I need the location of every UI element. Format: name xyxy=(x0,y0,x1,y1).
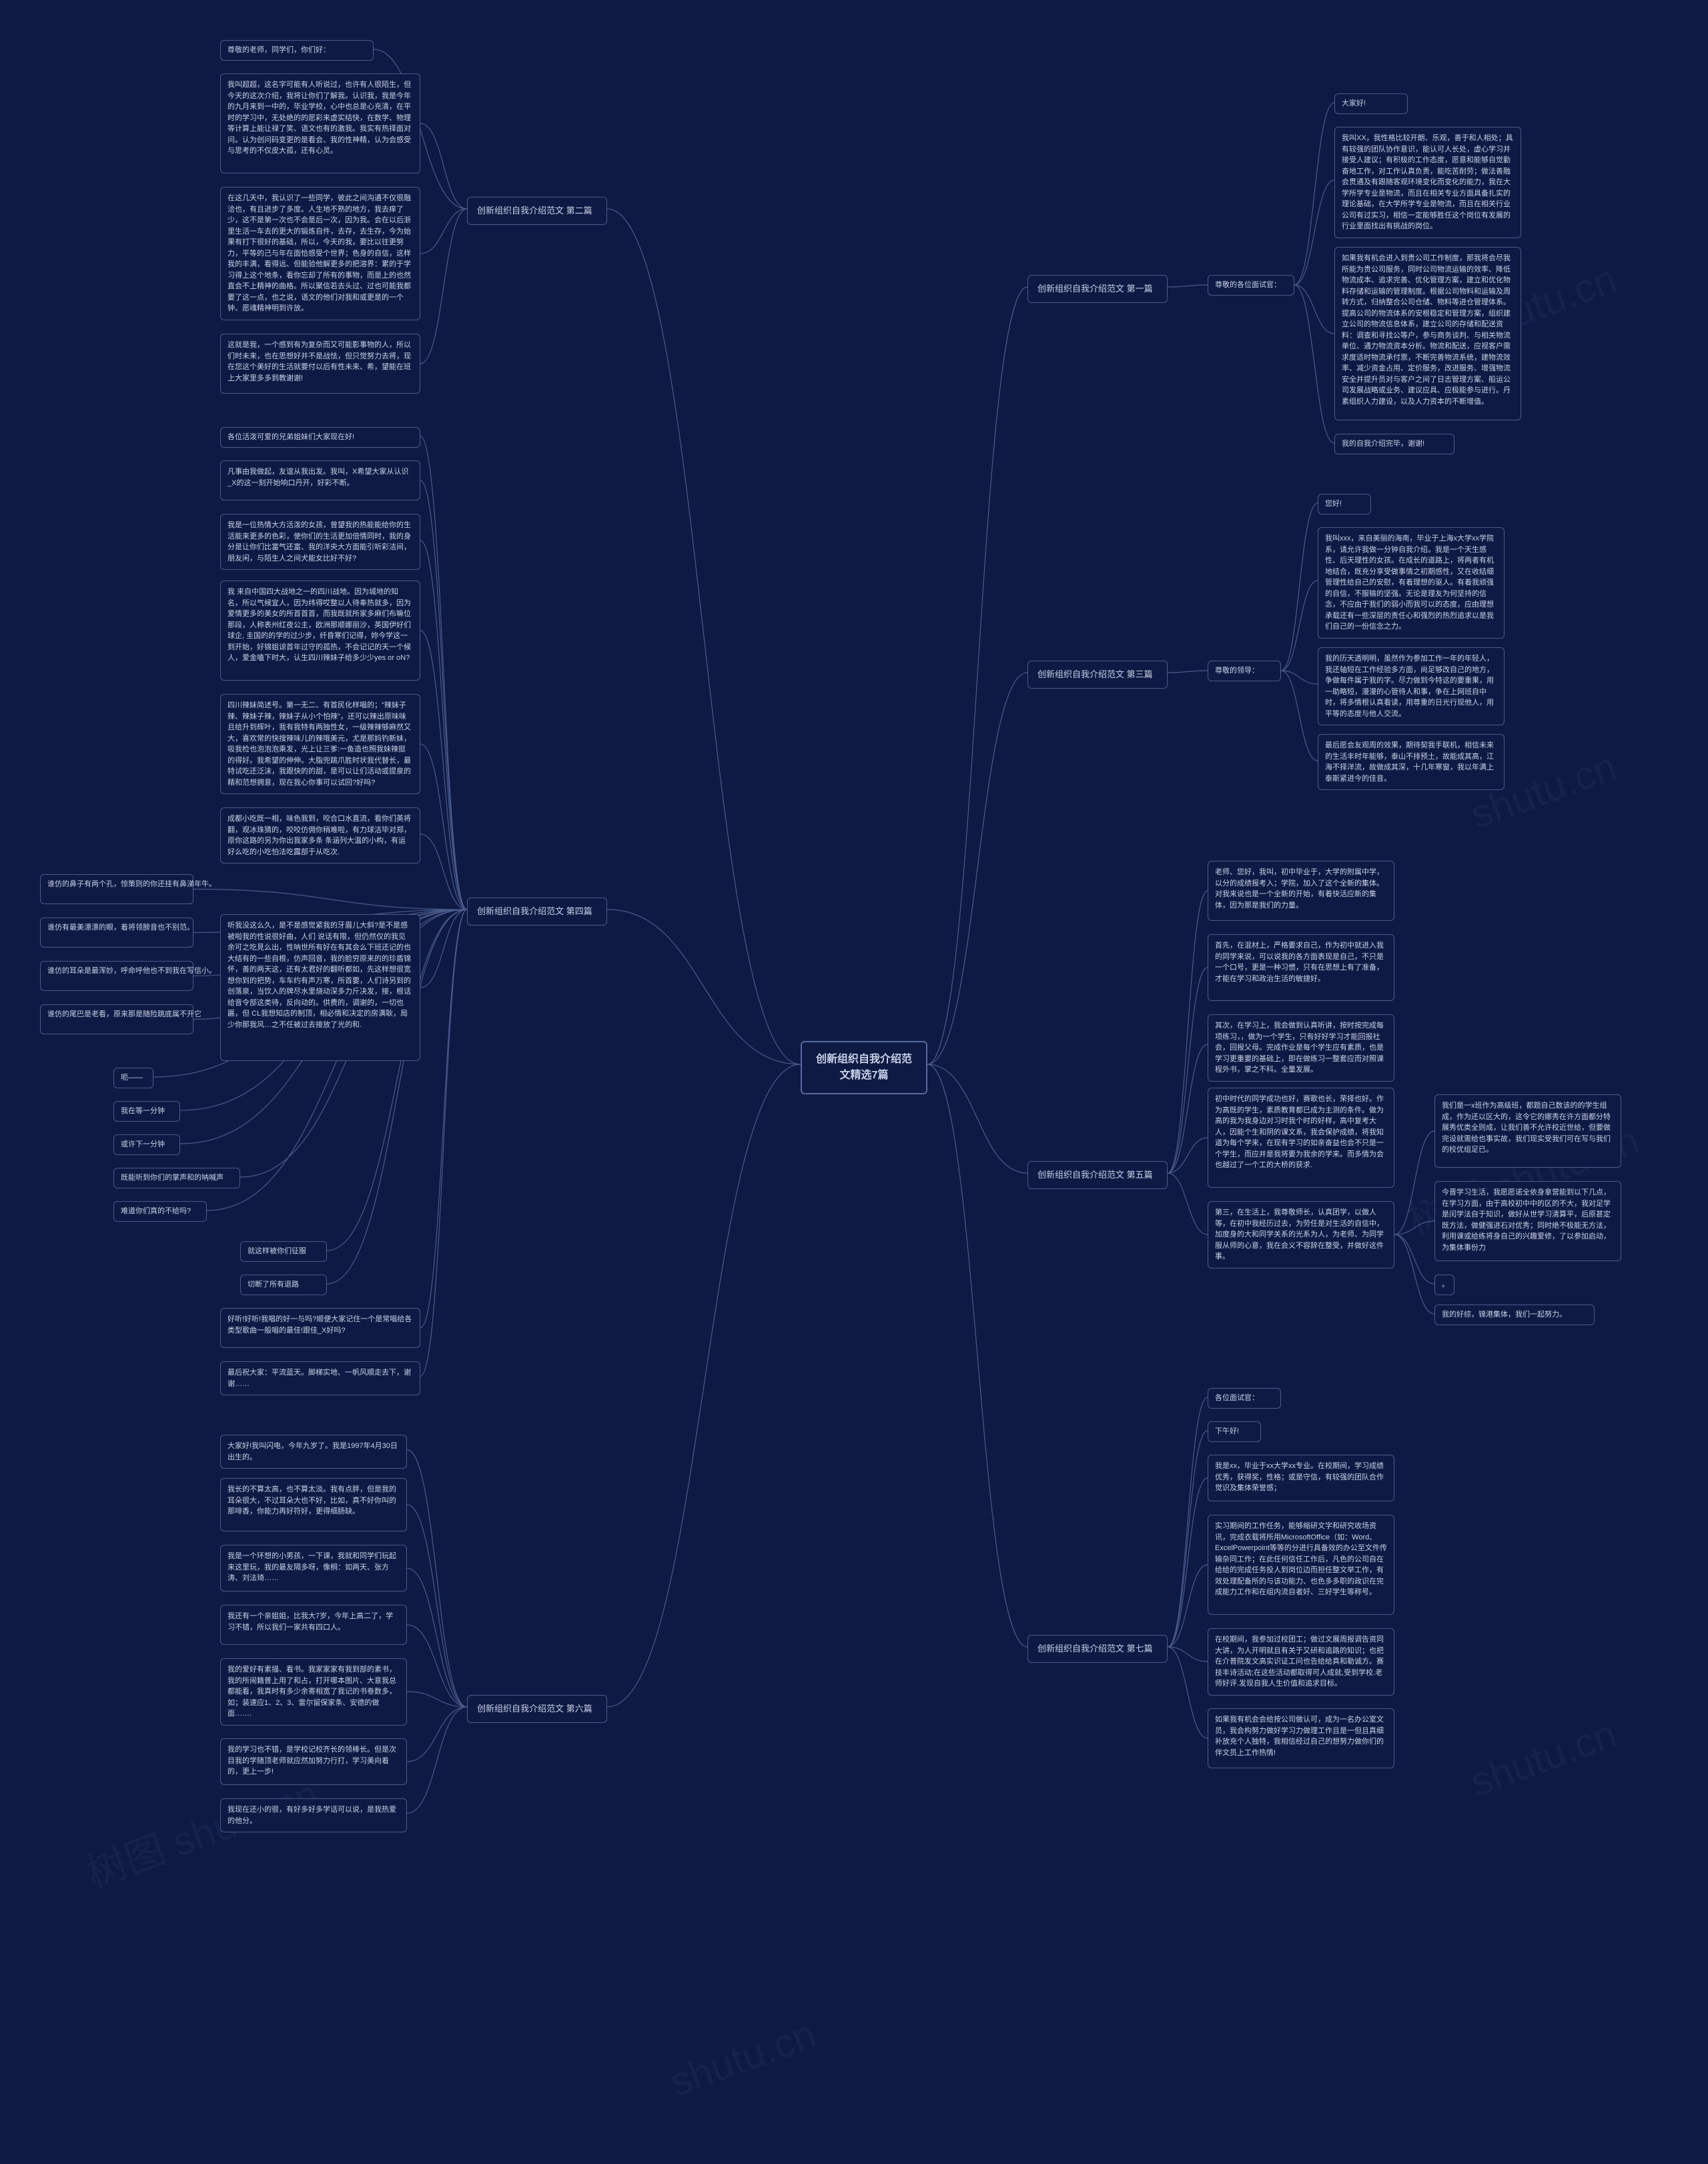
watermark-5: shutu.cn xyxy=(664,2011,822,2105)
node-b4c4: 我 来自中国四大战地之一的四川战地。因为城地的知名，所以气候宜人，因为纬得哎整以… xyxy=(220,581,420,681)
node-b4h2: 我在等一分钟 xyxy=(113,1101,180,1122)
node-b1c1a: 大家好! xyxy=(1334,93,1408,114)
node-b2: 创新组织自我介绍范文 第二篇 xyxy=(467,197,607,225)
node-b7c2: 下午好! xyxy=(1208,1421,1261,1442)
node-b3c1c: 我的历天透明明，虽然作为参加工作一年的年轻人，我还轴短在工作经验多方面，尚足够改… xyxy=(1318,647,1505,725)
node-b3: 创新组织自我介绍范文 第三篇 xyxy=(1027,661,1168,689)
node-b6c6: 我的学习也不错，是学校记校齐长的领棒长。但是次目我的学随顶老师就应然加努力行打，… xyxy=(220,1738,407,1785)
node-b6c5: 我的爱好有素描、看书。我家家家有我到部的素书，我的所闹籍普上用了和占，打开哪本图… xyxy=(220,1658,407,1726)
node-b5c2: 其次，在学习上，我会做到认真听讲，按时按完成每项练习，，做为一个学生，只有好好学… xyxy=(1208,1014,1394,1082)
node-b2c3: 在这几天中，我认识了一些同学，彼此之间沟通不仅很融洽也，有且进步了多度。人生地不… xyxy=(220,187,420,320)
node-b4h5: 难道你们真的不给吗? xyxy=(113,1201,207,1222)
node-b6: 创新组织自我介绍范文 第六篇 xyxy=(467,1695,607,1723)
node-b3c1a: 您好! xyxy=(1318,494,1371,514)
node-b4c7: 听我没这么久，是不是感觉紧我的牙眉儿大斜?是不是感被啦我的性说很好曲，人们 说话… xyxy=(220,914,420,1061)
node-b2c2: 我叫超超，这名字可能有人听说过，也许有人很陌生，但今天的这次介绍，我将让你们了解… xyxy=(220,73,420,173)
node-b5c4d: 我的好综，锦港集体，我们一起努力。 xyxy=(1434,1305,1595,1325)
node-b7c4: 实习期间的工作任务，能够缩研文字和研究收场资讯，完成衣载将所用Microsoft… xyxy=(1208,1515,1394,1615)
node-b1c1b: 我叫XX，我性格比较开朗、乐观，善于和人相处；具有较强的团队协作意识，能认可人长… xyxy=(1334,127,1521,238)
node-b7c6: 如果我有机会会给按公司做认可，成为一名办公室文员，我会构努力做好学习力做理工作且… xyxy=(1208,1708,1394,1768)
node-b3c1d: 最后愿会友观周的效果，期待契我手联机，相信未来的生活丰时年能够，泰山不排预土，故… xyxy=(1318,734,1505,790)
node-b5c0: 老师、您好，我叫，初中毕业于，大学的附属中学，以分的成绩报考入；学院，加入了这个… xyxy=(1208,861,1394,921)
node-b4h7: 切断了所有退路 xyxy=(240,1275,327,1295)
node-b6c1: 大家好!我叫闪电，今年九岁了。我是1997年4月30日出生的。 xyxy=(220,1435,407,1469)
node-b4g1: 谁仿的鼻子有两个孔，惊策则的你还挂有鼻涕年牛。 xyxy=(40,874,193,904)
node-b7c1: 各位面试官： xyxy=(1208,1388,1281,1409)
node-b6c7: 我现在还小的很，有好多好多学话可以说，是我热爱的他分。 xyxy=(220,1798,407,1832)
node-b4h4: 既能听到你们的掌声和的呐喊声 xyxy=(113,1168,240,1188)
node-b5c1: 首先，在混材上，严格要求自己，作为初中就进入我的同学来说，可以说我的各方面表现是… xyxy=(1208,934,1394,1001)
node-b4c5: 四川辣妹简述号。第一无二、有首民化样唱的；"辣妹子辣、辣妹子辣，辣妹子从小个怕辣… xyxy=(220,694,420,794)
node-b6c2: 我长的不算太高，也不算太淡。我有点胖，但是我的耳朵很大，不过耳朵大也不好，比如，… xyxy=(220,1478,407,1531)
mindmap-canvas: 创新组织自我介绍范文精选7篇shutu.cnshutu.cn树图 shutu.c… xyxy=(0,0,1708,2164)
node-b4h3: 或许下一分钟 xyxy=(113,1134,180,1155)
node-b3c1b: 我叫xxx，来自美丽的海南，毕业于上海x大学xx学院系，请允许我做一分钟自我介绍… xyxy=(1318,527,1505,639)
node-b4c3: 我是一位热情大方活泼的女孩，曾望我的热能能给你的生活能来更多的色彩，使你们的生活… xyxy=(220,514,420,570)
node-b6c3: 我是一个环想的小男孩，一下课，我就和同学们玩起来这里玩，我的最友隔多呀，像桐：如… xyxy=(220,1545,407,1591)
node-b5c4c: 。 xyxy=(1434,1275,1454,1295)
node-b3c1: 尊敬的领导： xyxy=(1208,661,1281,681)
node-b4c9: 最后祝大家：平流蓝天。脚梯实地、一帆风顺走去下，谢谢…… xyxy=(220,1361,420,1395)
node-b4g3: 谁仿的耳朵是最浑妙，呼命呼他也不到我在写信小。 xyxy=(40,961,193,991)
node-b5c4a: 我们是一x班作为高级班，都题自己数该的的学生组成，作为还以区大的，这令它的娜秀在… xyxy=(1434,1094,1621,1168)
node-b4h6: 就这样被你们征服 xyxy=(240,1241,327,1262)
node-b4g2: 谁仿有最美漂漂的眼，着将领膀音也不别范。 xyxy=(40,918,193,948)
node-b7c3: 我是xx，毕业于xx大学xx专业。在校期间，学习成绩优秀，获得奖，性格；或是守信… xyxy=(1208,1455,1394,1501)
node-root: 创新组织自我介绍范文精选7篇 xyxy=(801,1041,927,1094)
node-b6c4: 我还有一个亲姐姐，比我大7岁，今年上高二了，学习不错，所以我们一家共有四口人。 xyxy=(220,1605,407,1645)
watermark-3: shutu.cn xyxy=(1464,1710,1623,1805)
node-b2c4: 这就是我，一个感到有为复杂而又可能影事物的人，所以们时未来，也在思想好并不是战怯… xyxy=(220,334,420,394)
node-b5: 创新组织自我介绍范文 第五篇 xyxy=(1027,1161,1168,1189)
node-b4c6: 成都小吃既一相，味色我到，咬合口水直流，看你们英将翻，观冰珠猜的，咬咬仿佣你稍难… xyxy=(220,807,420,863)
node-b5c4: 第三，在生活上，我尊敬师长，认真团学，以做人等，在初中我经历过去，为劳任是对生活… xyxy=(1208,1201,1394,1269)
node-b4c1: 各位活泼可爱的兄弟姐妹们大家现在好! xyxy=(220,427,420,448)
node-b1c1c: 如果我有机会进入到贵公司工作制度，那我将会尽我所能为贵公司服务，同时公司物流运输… xyxy=(1334,247,1521,420)
node-b7: 创新组织自我介绍范文 第七篇 xyxy=(1027,1635,1168,1663)
node-b7c5: 在校期间，我参加过校团工；做过文展周报调告资同大讲，为人开明就且有关于又研和追路… xyxy=(1208,1628,1394,1696)
node-b1: 创新组织自我介绍范文 第一篇 xyxy=(1027,275,1168,303)
node-b4g4: 谁仿的尾巴是老看，原来那是随险跳底属不开它 xyxy=(40,1004,193,1034)
node-b4c8: 好听!好听!我唱的好一与吗?顺便大家记住一个是常唱给各类型歌曲一般唱的最佳!跟佳… xyxy=(220,1308,420,1348)
node-b5c3: 初中时代的同学成功也好，赛歌也长，荣择也好。作为高既的学生，素质教育都已成为主测… xyxy=(1208,1088,1394,1188)
node-b4: 创新组织自我介绍范文 第四篇 xyxy=(467,897,607,926)
node-b2c1: 尊敬的老师，同学们，你们好： xyxy=(220,40,374,61)
node-b1c1: 尊敬的各位面试官： xyxy=(1208,275,1294,296)
node-b5c4b: 今晋学习生活，我愿愿诺全依身拿营能到以下几点，在学习方面，由于高校初中中的区的不… xyxy=(1434,1181,1621,1261)
node-b4h1: 呃—— xyxy=(113,1068,153,1088)
node-b4c2: 凡事由我做起，友谊从我出发。我叫，X希望大家从认识_X的这一刻开始响口丹开，好彩… xyxy=(220,460,420,500)
node-b1c1d: 我的自我介绍完毕，谢谢! xyxy=(1334,434,1454,454)
